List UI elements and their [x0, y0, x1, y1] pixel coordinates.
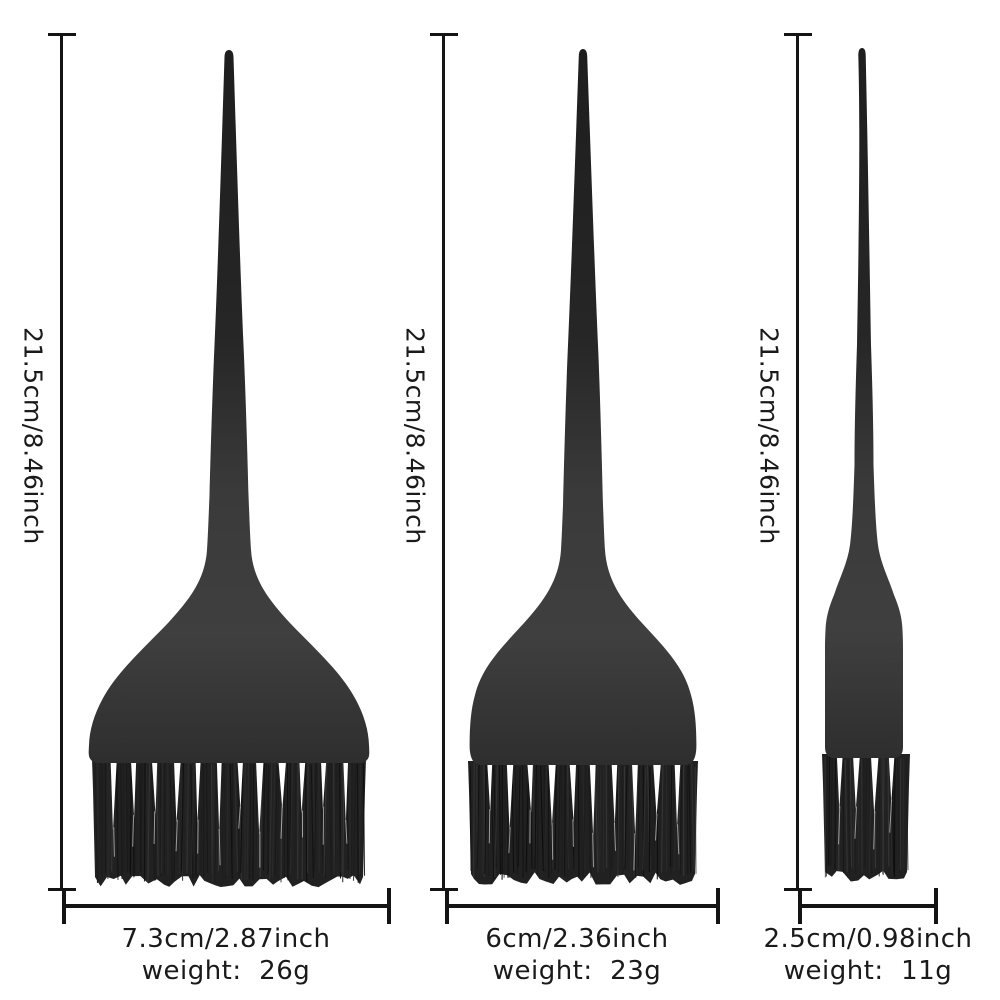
height-dimension-line-small [796, 33, 799, 891]
weight-label-medium: weight: 23g [492, 956, 662, 986]
brush-image-medium [468, 49, 698, 885]
brush-bristles [92, 759, 366, 888]
brush-bristles [468, 761, 698, 885]
width-label-small: 2.5cm/0.98inch [763, 924, 973, 954]
brush-body [88, 50, 370, 763]
width-dimension-line-small [798, 888, 938, 924]
height-label-small: 21.5cm/8.46inch [754, 327, 784, 545]
brush-body [469, 49, 697, 765]
width-dimension-line-large [62, 888, 391, 924]
height-label-large: 21.5cm/8.46inch [18, 327, 48, 545]
brush-image-small [822, 48, 910, 882]
height-dimension-line-large [60, 33, 63, 891]
weight-label-small: weight: 11g [783, 956, 953, 986]
width-label-medium: 6cm/2.36inch [485, 924, 669, 954]
height-label-medium: 21.5cm/8.46inch [400, 327, 430, 545]
width-dimension-line-medium [445, 888, 720, 924]
brush-image-large [88, 50, 370, 888]
brush-body [825, 48, 903, 758]
width-label-large: 7.3cm/2.87inch [121, 924, 331, 954]
weight-label-large: weight: 26g [141, 956, 311, 986]
brush-bristles [822, 754, 910, 882]
height-dimension-line-medium [442, 33, 445, 891]
